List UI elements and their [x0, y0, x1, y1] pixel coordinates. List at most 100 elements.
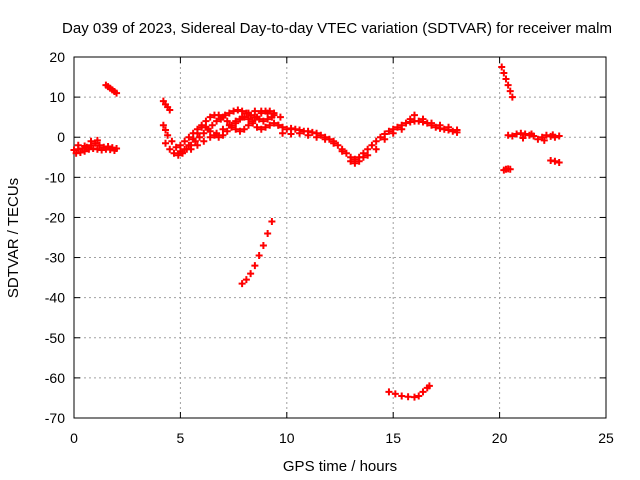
data-point [76, 148, 84, 156]
series-late-low-2 [547, 156, 563, 166]
data-point [202, 117, 210, 125]
data-point [196, 133, 204, 141]
data-point [236, 127, 244, 135]
data-point [270, 119, 278, 127]
series-dense-band-c [176, 113, 282, 149]
data-point [206, 113, 214, 121]
data-point [359, 153, 367, 161]
data-point [168, 137, 176, 145]
y-tick-label: -70 [45, 410, 65, 426]
series-late-arc [498, 63, 516, 101]
data-point [351, 159, 359, 167]
data-point [206, 127, 214, 135]
data-point [428, 119, 436, 127]
x-tick-label: 15 [385, 430, 401, 446]
chart-title: Day 039 of 2023, Sidereal Day-to-day VTE… [62, 20, 612, 37]
data-point [244, 115, 252, 123]
data-point [508, 132, 516, 140]
data-point [279, 123, 287, 131]
data-point [410, 393, 418, 401]
data-point [164, 131, 172, 139]
data-point [259, 242, 267, 250]
series-dense-band-a [159, 107, 278, 155]
data-point [555, 158, 563, 166]
data-point [266, 121, 274, 129]
data-point [113, 89, 121, 97]
data-point [206, 133, 214, 141]
data-point [257, 125, 265, 133]
data-point [432, 123, 440, 131]
data-point [202, 123, 210, 131]
y-tick-label: -20 [45, 209, 65, 225]
data-point [555, 132, 563, 140]
data-point [453, 126, 461, 134]
data-point [223, 117, 231, 125]
data-point [279, 129, 287, 137]
y-tick-label: 10 [49, 89, 65, 105]
data-point [223, 127, 231, 135]
data-point [498, 63, 506, 71]
data-point [270, 111, 278, 119]
data-point [166, 106, 174, 114]
data-point [251, 107, 259, 115]
data-point [264, 229, 272, 237]
data-point [287, 130, 295, 138]
data-point [419, 388, 427, 396]
data-point [415, 392, 423, 400]
series-late-cluster [504, 129, 563, 144]
data-point [264, 115, 272, 123]
data-point [338, 147, 346, 155]
data-point [419, 115, 427, 123]
data-point [436, 121, 444, 129]
data-point [262, 123, 270, 131]
data-point [313, 133, 321, 141]
data-point [162, 139, 170, 147]
data-point [251, 262, 259, 270]
data-point [87, 137, 95, 145]
data-point [232, 117, 240, 125]
data-point [179, 149, 187, 157]
data-point [191, 137, 199, 145]
y-tick-label: 20 [49, 49, 65, 65]
data-point [193, 125, 201, 133]
x-axis-title: GPS time / hours [283, 458, 397, 475]
data-point [162, 126, 170, 134]
data-point [551, 157, 559, 165]
data-point [445, 123, 453, 131]
series-dense-band-d [187, 107, 284, 153]
data-points [70, 63, 563, 401]
data-point [244, 109, 252, 117]
data-point [110, 146, 118, 154]
data-point [528, 130, 536, 138]
data-point [81, 142, 89, 150]
data-point [181, 137, 189, 145]
y-axis-title: SDTVAR / TECUs [5, 178, 22, 298]
data-point [213, 117, 221, 125]
series-midday-band-2 [279, 111, 461, 167]
data-point [225, 121, 233, 129]
x-tick-label: 25 [598, 430, 614, 446]
data-point [257, 107, 265, 115]
data-point [296, 129, 304, 137]
data-point [189, 129, 197, 137]
y-tick-label: -10 [45, 169, 65, 185]
data-point [398, 125, 406, 133]
series-late-low-1 [500, 165, 514, 174]
data-point [264, 109, 272, 117]
data-point [506, 87, 514, 95]
data-point [381, 135, 389, 143]
data-point [221, 111, 229, 119]
data-point [393, 123, 401, 131]
axis-ticks: 0 5 10 15 20 25 20 10 0 -10 -20 -30 -40 -50 -60 -70 [45, 49, 614, 446]
data-point [372, 145, 380, 153]
data-point [255, 115, 263, 123]
data-point [238, 280, 246, 288]
data-point [215, 111, 223, 119]
data-point [276, 113, 284, 121]
data-point [389, 129, 397, 137]
data-point [402, 119, 410, 127]
data-point [159, 121, 167, 129]
data-point [321, 135, 329, 143]
data-point [200, 137, 208, 145]
data-point [253, 123, 261, 131]
